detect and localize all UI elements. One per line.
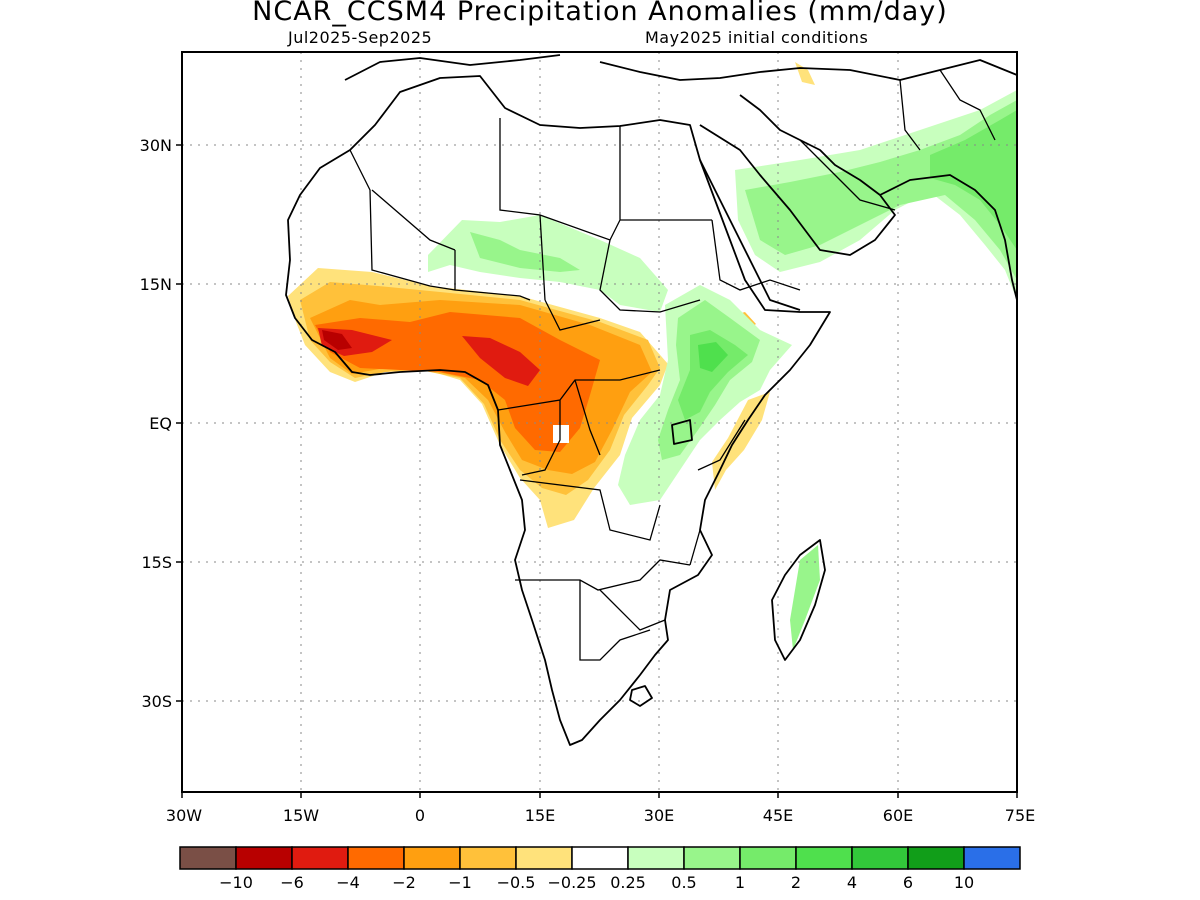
legend-swatch (627, 846, 685, 870)
legend-swatch (235, 846, 293, 870)
legend-swatch (403, 846, 461, 870)
anomaly-pos-madagascar (790, 545, 820, 650)
anomaly-pos-arabia-2 (930, 110, 1017, 250)
lake-victoria (671, 419, 693, 445)
legend-label: 0.25 (610, 873, 646, 892)
legend-swatch (907, 846, 965, 870)
legend-label: −6 (280, 873, 304, 892)
africa-coastline (285, 75, 831, 746)
anomaly-neg-east-coast (712, 392, 770, 490)
legend-label: 2 (791, 873, 801, 892)
anomaly-pos-east-africa-3 (698, 342, 728, 372)
legend-swatch (459, 846, 517, 870)
x-tick-label: 45E (763, 806, 793, 825)
anomaly-neg-2 (315, 312, 600, 452)
legend-swatch (795, 846, 853, 870)
y-tick-label: 15S (141, 553, 172, 572)
y-tick-label: 15N (140, 275, 172, 294)
anomaly-pos-east-africa-2 (678, 330, 748, 420)
legend-swatch (739, 846, 797, 870)
x-tick-label: 15W (283, 806, 319, 825)
x-tick-label: 15E (525, 806, 555, 825)
madagascar (771, 539, 826, 661)
y-axis-labels: 30N 15N EQ 15S 30S (140, 136, 172, 711)
y-tick-label: 30S (141, 692, 172, 711)
tick-marks (176, 144, 1018, 798)
legend-label: −4 (336, 873, 360, 892)
x-tick-label: 30E (644, 806, 674, 825)
legend-label: −10 (219, 873, 253, 892)
legend-label: 0.5 (671, 873, 696, 892)
anomaly-gap (553, 425, 569, 443)
y-tick-label: EQ (149, 414, 172, 433)
mediterranean-coast (344, 54, 1017, 81)
legend-label: −1 (448, 873, 472, 892)
legend-swatch (963, 846, 1021, 870)
coastlines (285, 54, 1017, 746)
color-legend: −10 −6 −4 −2 −1 −0.5 −0.25 0.25 0.5 1 2 4 6 10 (179, 846, 1021, 892)
grid-lines (182, 52, 1017, 792)
anomaly-pos-sahara-inner (470, 232, 580, 272)
x-axis-labels: 30W 15W 0 15E 30E 45E 60E 75E (166, 806, 1035, 825)
legend-swatch (683, 846, 741, 870)
legend-label: 6 (903, 873, 913, 892)
x-tick-label: 30W (166, 806, 202, 825)
anomaly-field (288, 62, 1017, 650)
map-title: NCAR_CCSM4 Precipitation Anomalies (mm/d… (252, 0, 948, 27)
legend-swatch (851, 846, 909, 870)
red-sea-coast (699, 94, 896, 311)
x-tick-label: 60E (883, 806, 913, 825)
legend-label: 10 (954, 873, 974, 892)
legend-label: 4 (847, 873, 857, 892)
legend-swatch (179, 846, 237, 870)
legend-swatch (291, 846, 349, 870)
borders (349, 69, 996, 661)
anomaly-neg-4 (318, 328, 540, 386)
anomaly-neg-6 (322, 330, 352, 350)
anomaly-pos-arabia-1 (745, 100, 1017, 280)
forecast-period: Jul2025-Sep2025 (288, 28, 433, 47)
legend-label: 1 (735, 873, 745, 892)
x-tick-label: 75E (1005, 806, 1035, 825)
legend-label: −0.25 (547, 873, 596, 892)
legend-label: −2 (392, 873, 416, 892)
map-frame (181, 51, 1018, 793)
legend-swatch (515, 846, 573, 870)
legend-swatch (571, 846, 629, 870)
anomaly-neg-turkey (795, 62, 815, 85)
legend-label: −0.5 (497, 873, 536, 892)
initial-conditions: May2025 initial conditions (645, 28, 869, 47)
asia-coast (879, 174, 1017, 301)
y-tick-label: 30N (140, 136, 172, 155)
x-tick-label: 0 (415, 806, 425, 825)
legend-swatch (347, 846, 405, 870)
lesotho (629, 685, 653, 707)
